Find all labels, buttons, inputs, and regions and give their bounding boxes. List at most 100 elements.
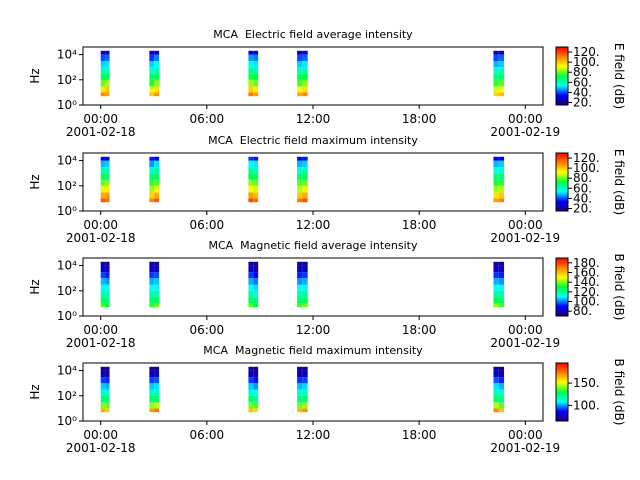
y-axis-label: Hz bbox=[28, 279, 42, 294]
spectrogram-cell bbox=[498, 297, 505, 304]
spectrogram-cell bbox=[498, 185, 505, 193]
spectrogram-cell bbox=[154, 383, 160, 390]
spectrogram-cell bbox=[100, 67, 106, 74]
spectrogram-cell bbox=[498, 160, 505, 168]
spectrogram-cell bbox=[493, 173, 499, 180]
spectrogram-cell bbox=[253, 272, 259, 279]
spectrogram-cell bbox=[105, 86, 110, 93]
x-date-label: 2001-02-18 bbox=[66, 336, 136, 350]
spectrogram-cell bbox=[253, 79, 259, 87]
spectrogram-cell bbox=[493, 303, 499, 308]
spectrogram-cell bbox=[100, 160, 106, 168]
spectrogram-cell bbox=[248, 290, 254, 298]
spectrogram-cell bbox=[253, 383, 259, 390]
spectrogram-cell bbox=[100, 303, 106, 308]
x-tick-label: 06:00 bbox=[190, 428, 225, 442]
spectrogram-cell bbox=[100, 272, 106, 279]
x-date-label: 2001-02-18 bbox=[66, 125, 136, 139]
spectrogram-cell bbox=[302, 198, 308, 203]
colorbar-tick-label: 60. bbox=[573, 75, 592, 89]
spectrogram-cell bbox=[105, 92, 110, 97]
spectrogram-cell bbox=[297, 160, 303, 168]
spectrogram-cell bbox=[498, 167, 505, 174]
spectrogram-cell bbox=[248, 383, 254, 390]
spectrogram-cell bbox=[493, 395, 499, 403]
spectrogram-cell bbox=[154, 192, 160, 199]
spectrogram-cell bbox=[100, 383, 106, 390]
spectrogram-cell bbox=[493, 54, 499, 62]
y-tick-label: 10⁰ bbox=[57, 98, 77, 112]
colorbar-tick-label: 150. bbox=[573, 376, 600, 390]
spectrogram-cell bbox=[297, 297, 303, 304]
spectrogram-cell bbox=[154, 50, 160, 55]
spectrogram-cell bbox=[105, 402, 110, 409]
spectrogram-cell bbox=[149, 86, 155, 93]
spectrogram-cell bbox=[248, 67, 254, 74]
spectrogram-cell bbox=[493, 61, 499, 68]
spectrogram-cell bbox=[100, 167, 106, 174]
spectrogram-cell bbox=[302, 61, 308, 68]
spectrogram-cell bbox=[100, 192, 106, 199]
spectrogram-cell bbox=[253, 73, 259, 80]
colorbar-tick-label: 140. bbox=[573, 275, 600, 289]
spectrogram-cell bbox=[105, 67, 110, 74]
spectrogram-cell bbox=[248, 366, 254, 371]
spectrogram-cell bbox=[297, 167, 303, 174]
spectrogram-cell bbox=[302, 408, 308, 413]
spectrogram-cell bbox=[302, 261, 308, 266]
spectrogram-cell bbox=[498, 290, 505, 298]
x-date-label: 2001-02-19 bbox=[490, 336, 560, 350]
spectrogram-cell bbox=[253, 389, 259, 396]
spectrogram-cell bbox=[498, 389, 505, 396]
spectrogram-cell bbox=[100, 261, 106, 266]
x-date-label: 2001-02-19 bbox=[490, 231, 560, 245]
y-tick-label: 10⁰ bbox=[57, 309, 77, 323]
x-tick-label: 00:00 bbox=[83, 323, 118, 337]
spectrogram-cell bbox=[498, 156, 505, 161]
colorbar bbox=[555, 362, 569, 422]
spectrogram-cell bbox=[100, 284, 106, 291]
spectrogram-cell bbox=[498, 179, 505, 186]
spectrogram-cell bbox=[100, 366, 106, 371]
spectrogram-cell bbox=[297, 408, 303, 413]
x-tick-label: 00:00 bbox=[83, 112, 118, 126]
colorbar-tick-label: 180. bbox=[573, 256, 600, 270]
x-tick-label: 00:00 bbox=[508, 218, 543, 232]
spectrogram-cell bbox=[149, 377, 155, 384]
x-tick-label: 18:00 bbox=[402, 323, 437, 337]
spectrogram-cell bbox=[493, 167, 499, 174]
spectrogram-cell bbox=[297, 92, 303, 97]
x-tick-label: 00:00 bbox=[83, 218, 118, 232]
spectrogram-cell bbox=[105, 156, 110, 161]
spectrogram-cell bbox=[493, 377, 499, 384]
spectrogram-cell bbox=[154, 303, 160, 308]
spectrogram-cell bbox=[105, 79, 110, 87]
spectrogram-cell bbox=[149, 408, 155, 413]
spectrogram-cell bbox=[253, 366, 259, 371]
spectrogram-cell bbox=[498, 79, 505, 87]
spectrogram-cell bbox=[297, 192, 303, 199]
colorbar bbox=[555, 257, 569, 317]
spectrogram-cell bbox=[498, 73, 505, 80]
spectrogram-cell bbox=[297, 272, 303, 279]
spectrogram-cell bbox=[253, 54, 259, 62]
spectrogram-cell bbox=[297, 402, 303, 409]
spectrogram-cell bbox=[105, 185, 110, 193]
spectrogram-cell bbox=[253, 284, 259, 291]
x-date-label: 2001-02-18 bbox=[66, 231, 136, 245]
spectrogram-cell bbox=[498, 272, 505, 279]
spectrogram-cell bbox=[248, 173, 254, 180]
y-tick-label: 10⁰ bbox=[57, 414, 77, 428]
colorbar-tick-label: 160. bbox=[573, 266, 600, 280]
spectrogram-cell bbox=[302, 79, 308, 87]
y-tick-label: 10⁴ bbox=[57, 154, 77, 168]
spectrogram-cell bbox=[498, 192, 505, 199]
y-tick-label: 10² bbox=[57, 389, 77, 403]
spectrogram-cell bbox=[297, 73, 303, 80]
spectrogram-cell bbox=[154, 198, 160, 203]
spectrogram-cell bbox=[493, 156, 499, 161]
spectrogram-cell bbox=[149, 185, 155, 193]
spectrogram-cell bbox=[100, 297, 106, 304]
spectrogram-cell bbox=[297, 383, 303, 390]
spectrogram-cell bbox=[253, 290, 259, 298]
